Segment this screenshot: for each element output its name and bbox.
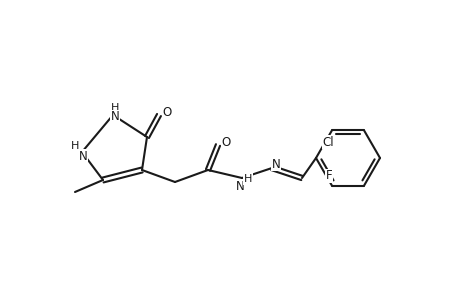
- Text: N: N: [110, 110, 119, 124]
- Text: H: H: [71, 141, 79, 151]
- Text: O: O: [221, 136, 230, 149]
- Text: F: F: [325, 169, 331, 182]
- Text: O: O: [162, 106, 171, 118]
- Text: N: N: [235, 179, 244, 193]
- Text: N: N: [78, 149, 87, 163]
- Text: H: H: [111, 103, 119, 113]
- Text: N: N: [271, 158, 280, 170]
- Text: H: H: [243, 174, 252, 184]
- Text: Cl: Cl: [321, 136, 333, 149]
